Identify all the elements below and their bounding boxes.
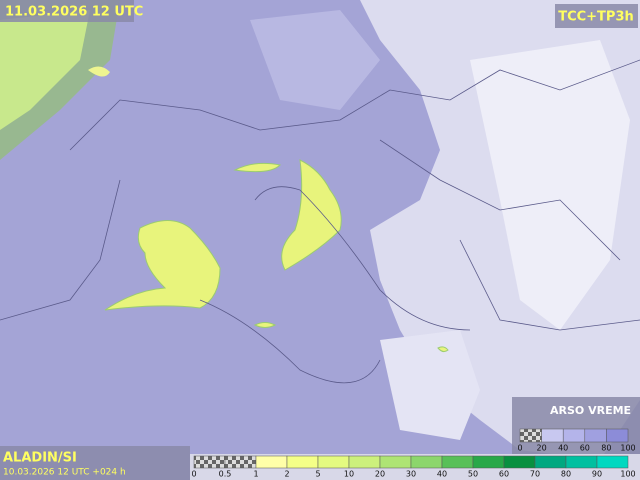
legend-label: 60 bbox=[499, 470, 509, 479]
legend-cell bbox=[348, 455, 381, 469]
legend-label: 1 bbox=[253, 470, 258, 479]
legend-cell bbox=[562, 428, 586, 443]
legend-cell bbox=[410, 455, 443, 469]
legend-cell bbox=[596, 455, 629, 469]
valid-time: 11.03.2026 12 UTC bbox=[5, 5, 143, 20]
brand: ARSO VREME bbox=[550, 404, 631, 417]
legend-cell bbox=[379, 455, 412, 469]
precip-legend: 0 0.5 1 2 5 10 20 30 40 50 60 70 80 90 100 bbox=[190, 454, 640, 480]
legend-label: 40 bbox=[558, 444, 568, 453]
legend-label: 70 bbox=[530, 470, 540, 479]
legend-cell bbox=[224, 455, 257, 469]
legend-cell bbox=[606, 428, 629, 443]
legend-cell bbox=[255, 455, 288, 469]
brand-box bbox=[512, 397, 640, 457]
legend-label: 20 bbox=[375, 470, 385, 479]
legend-cell bbox=[503, 455, 536, 469]
cloud-legend: 0 20 40 60 80 100 bbox=[517, 428, 636, 453]
legend-label: 0.5 bbox=[219, 470, 232, 479]
legend-label: 30 bbox=[406, 470, 416, 479]
legend-cell bbox=[534, 455, 567, 469]
legend-label: 10 bbox=[344, 470, 354, 479]
legend-label: 5 bbox=[315, 470, 320, 479]
legend-cell bbox=[286, 455, 319, 469]
product: TCC+TP3h bbox=[558, 10, 634, 25]
legend-label: 20 bbox=[537, 444, 547, 453]
time-box bbox=[0, 0, 134, 22]
legend-label: 100 bbox=[620, 470, 635, 479]
legend-label: 40 bbox=[437, 470, 447, 479]
legend-cell bbox=[565, 455, 598, 469]
legend-cell bbox=[472, 455, 505, 469]
legend-label: 2 bbox=[284, 470, 289, 479]
model: ALADIN/SI bbox=[3, 451, 77, 466]
legend-label: 80 bbox=[601, 444, 611, 453]
legend-label: 80 bbox=[561, 470, 571, 479]
legend-label: 0 bbox=[517, 444, 522, 453]
run: 10.03.2026 12 UTC +024 h bbox=[3, 468, 126, 478]
footer-box bbox=[0, 446, 190, 480]
legend-cell bbox=[519, 428, 542, 443]
legend-label: 60 bbox=[580, 444, 590, 453]
legend-cell bbox=[317, 455, 350, 469]
legend-label: 0 bbox=[191, 470, 196, 479]
legend-label: 90 bbox=[592, 470, 602, 479]
legend-label: 50 bbox=[468, 470, 478, 479]
legend-label: 100 bbox=[620, 444, 635, 453]
legend-cell bbox=[193, 455, 226, 469]
legend-cell bbox=[541, 428, 564, 443]
borders bbox=[0, 59, 640, 384]
legend-cell bbox=[441, 455, 474, 469]
precipitation-areas bbox=[104, 159, 449, 353]
product-box bbox=[555, 4, 638, 28]
legend-cell bbox=[584, 428, 607, 443]
